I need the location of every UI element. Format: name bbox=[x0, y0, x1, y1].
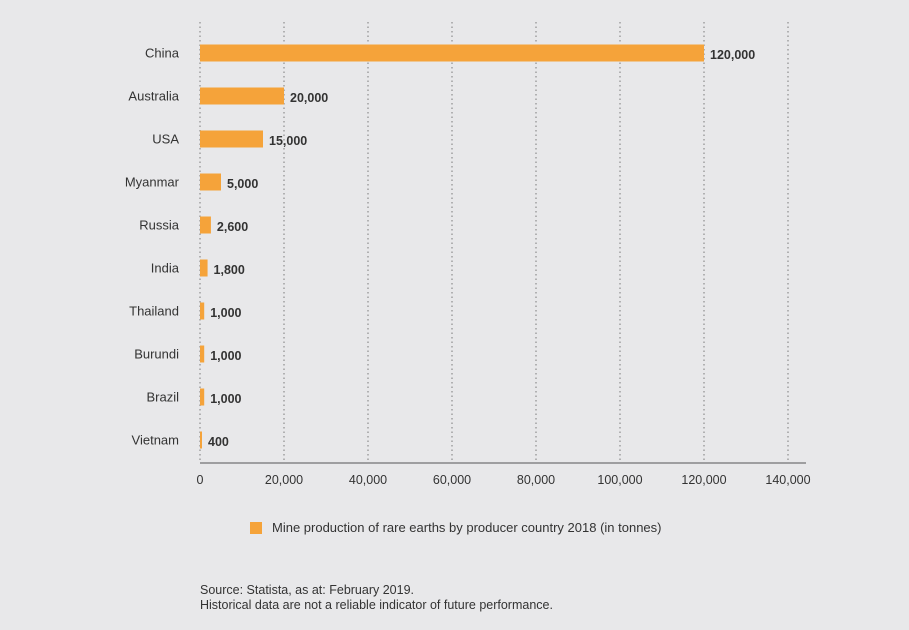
bar bbox=[200, 173, 221, 191]
value-label: 20,000 bbox=[290, 91, 328, 105]
value-label: 1,800 bbox=[214, 263, 245, 277]
bar bbox=[200, 87, 284, 105]
x-tick-label: 100,000 bbox=[597, 473, 642, 487]
grid-lines bbox=[199, 22, 789, 463]
category-label: Vietnam bbox=[132, 433, 179, 448]
category-label: China bbox=[145, 46, 180, 61]
bar bbox=[200, 431, 202, 449]
value-label: 2,600 bbox=[217, 220, 248, 234]
x-tick-label: 140,000 bbox=[765, 473, 810, 487]
bar bbox=[200, 259, 208, 277]
legend-swatch bbox=[250, 521, 262, 534]
x-tick-label: 80,000 bbox=[517, 473, 555, 487]
x-tick-label: 0 bbox=[197, 473, 204, 487]
bar bbox=[200, 302, 205, 320]
value-labels: 120,000 20,000 15,000 5,000 2,600 1,800 1,000 1… bbox=[208, 48, 755, 449]
value-label: 120,000 bbox=[710, 48, 755, 62]
source-note: Source: Statista, as at: February 2019. … bbox=[200, 583, 553, 613]
value-label: 1,000 bbox=[210, 306, 241, 320]
bar bbox=[200, 44, 704, 62]
x-tick-label: 20,000 bbox=[265, 473, 303, 487]
bar-chart: China Australia USA Myanmar Russia India Thail… bbox=[125, 22, 811, 487]
category-labels: China Australia USA Myanmar Russia India Thail… bbox=[125, 46, 180, 448]
legend: Mine production of rare earths by produc… bbox=[250, 520, 662, 535]
value-label: 5,000 bbox=[227, 177, 258, 191]
category-label: Brazil bbox=[146, 390, 179, 405]
x-tick-label: 120,000 bbox=[681, 473, 726, 487]
value-label: 1,000 bbox=[210, 349, 241, 363]
source-text: Source: Statista, as at: February 2019. bbox=[200, 583, 415, 597]
category-label: Thailand bbox=[129, 304, 179, 319]
category-label: Burundi bbox=[134, 347, 179, 362]
category-label: Myanmar bbox=[125, 175, 180, 190]
bar bbox=[200, 388, 205, 406]
x-tick-labels: 0 20,000 40,000 60,000 80,000 100,000 120,000 1… bbox=[197, 473, 811, 487]
bars bbox=[200, 44, 704, 449]
bar bbox=[200, 130, 263, 148]
category-label: India bbox=[151, 261, 180, 276]
category-label: USA bbox=[152, 132, 179, 147]
bar bbox=[200, 216, 211, 234]
category-label: Australia bbox=[128, 89, 179, 104]
legend-label: Mine production of rare earths by produc… bbox=[272, 520, 662, 535]
value-label: 1,000 bbox=[210, 392, 241, 406]
x-tick-label: 60,000 bbox=[433, 473, 471, 487]
category-label: Russia bbox=[139, 218, 180, 233]
value-label: 400 bbox=[208, 435, 229, 449]
bar bbox=[200, 345, 205, 363]
x-tick-label: 40,000 bbox=[349, 473, 387, 487]
value-label: 15,000 bbox=[269, 134, 307, 148]
disclaimer-text: Historical data are not a reliable indic… bbox=[200, 598, 553, 612]
